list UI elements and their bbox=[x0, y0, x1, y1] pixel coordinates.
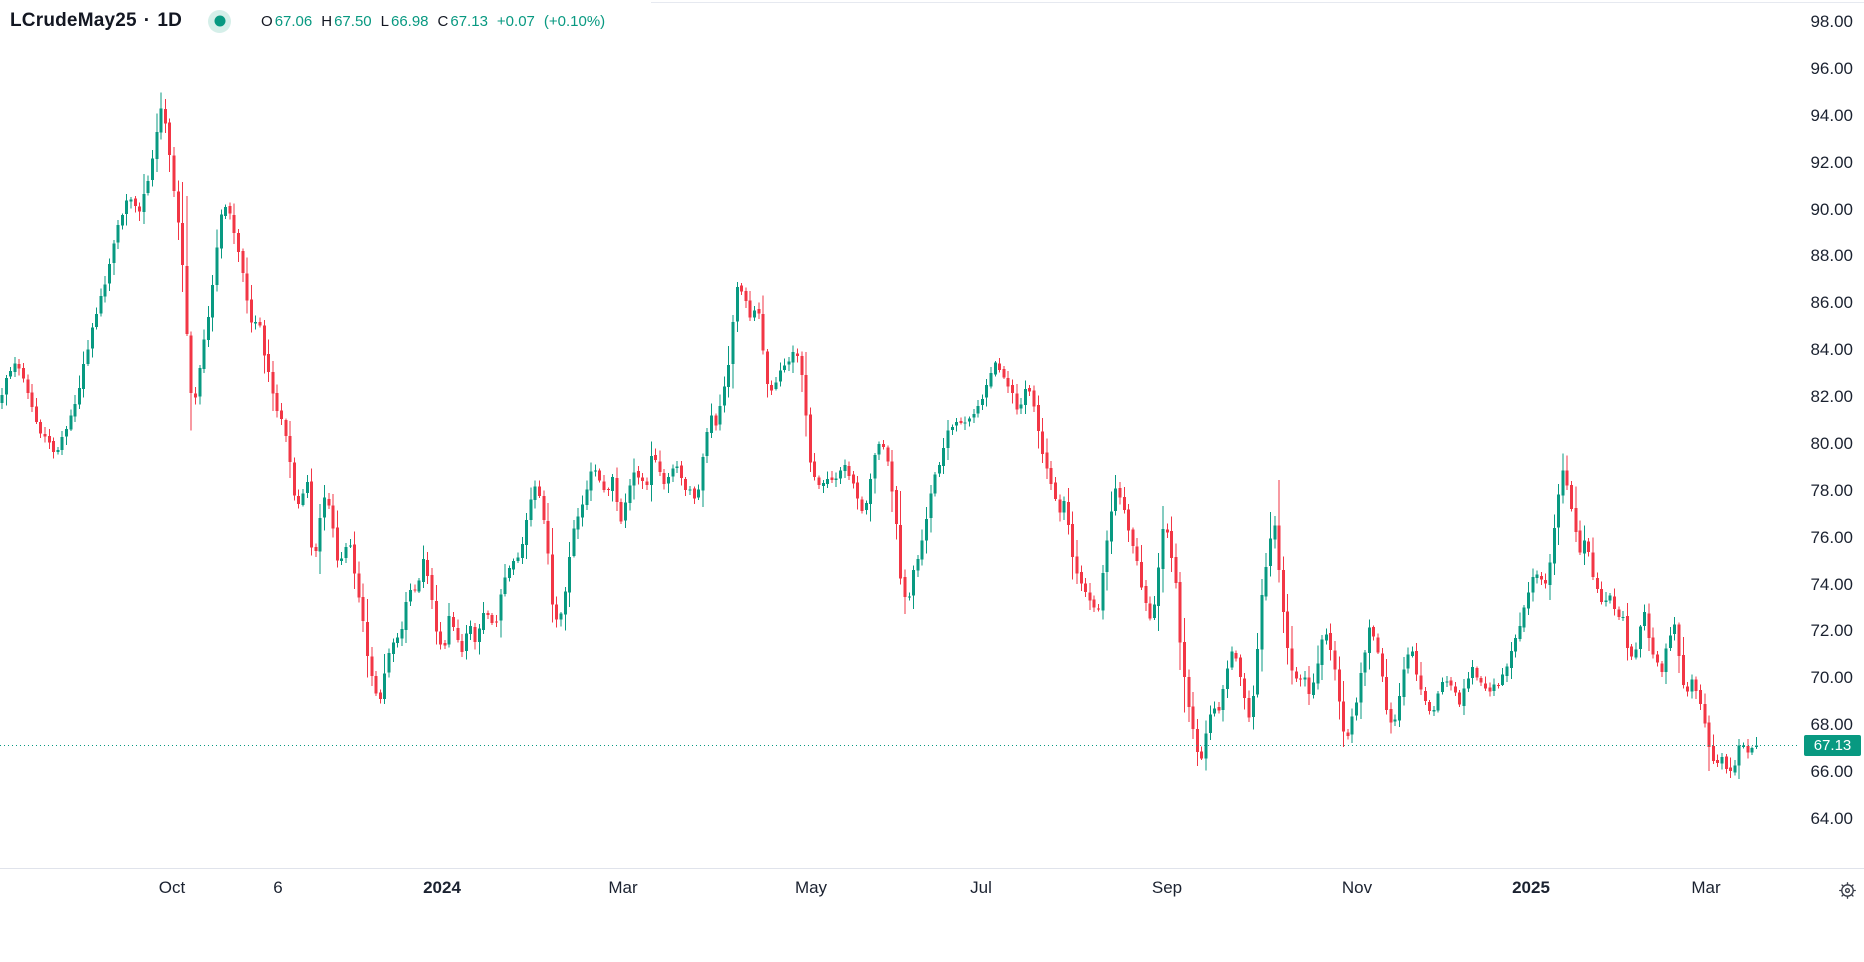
time-axis-label: Mar bbox=[608, 878, 638, 897]
price-axis-label: 68.00 bbox=[1810, 715, 1853, 735]
interval-label[interactable]: 1D bbox=[157, 10, 183, 31]
time-axis-label: May bbox=[794, 878, 828, 897]
price-axis-label: 96.00 bbox=[1810, 58, 1853, 78]
close-value: 67.13 bbox=[450, 12, 488, 30]
time-axis-label: Sep bbox=[1151, 878, 1183, 897]
price-axis[interactable]: 98.00 96.00 94.00 92.00 90.00 88.00 86.00 84.00… bbox=[1794, 0, 1864, 868]
time-axis-label: Nov bbox=[1341, 878, 1373, 897]
symbol-legend: LCrudeMay25 · 1D O 67.06 H 67.50 L 66.98 C 67.1… bbox=[0, 0, 652, 42]
time-axis-label: 2024 bbox=[423, 878, 461, 897]
price-axis-label: 84.00 bbox=[1810, 340, 1853, 360]
market-status-dot[interactable] bbox=[208, 9, 232, 33]
last-price-label: 67.13 bbox=[1804, 735, 1861, 757]
low-value: 66.98 bbox=[390, 12, 429, 30]
price-axis-label: 72.00 bbox=[1810, 621, 1853, 641]
title-separator: · bbox=[143, 10, 151, 31]
price-axis-label: 92.00 bbox=[1810, 152, 1853, 172]
time-axis-label: Jul bbox=[970, 878, 992, 897]
time-axis[interactable]: Oct 6 2024 Mar May Jul Sep Nov 2025 Mar bbox=[0, 869, 1864, 962]
change-percent: (+0.10%) bbox=[543, 12, 606, 30]
price-axis-label: 80.00 bbox=[1810, 433, 1853, 453]
price-axis-label: 94.00 bbox=[1810, 105, 1853, 125]
time-axis-label: 2025 bbox=[1512, 878, 1550, 897]
low-label: L bbox=[380, 12, 389, 30]
close-label: C bbox=[437, 12, 449, 30]
time-axis-label: 6 bbox=[273, 878, 283, 897]
price-axis-label: 74.00 bbox=[1810, 574, 1853, 594]
open-value: 67.06 bbox=[274, 12, 313, 30]
price-axis-label: 98.00 bbox=[1810, 12, 1853, 31]
pane-top-border bbox=[0, 2, 1864, 3]
time-axis-label: Oct bbox=[158, 878, 186, 897]
price-axis-label: 76.00 bbox=[1810, 527, 1853, 547]
price-axis-label: 90.00 bbox=[1810, 199, 1853, 219]
price-axis-label: 66.00 bbox=[1810, 762, 1853, 782]
ohlc-readout: O 67.06 H 67.50 L 66.98 C 67.13 +0.07 (+0.10%) bbox=[261, 13, 605, 30]
axis-settings-button[interactable] bbox=[1836, 879, 1858, 901]
price-axis-label: 70.00 bbox=[1810, 668, 1853, 688]
price-axis-label: 78.00 bbox=[1810, 480, 1853, 500]
price-axis-label: 88.00 bbox=[1810, 246, 1853, 266]
price-axis-label: 82.00 bbox=[1810, 387, 1853, 406]
change-value: +0.07 bbox=[496, 12, 535, 30]
time-axis-label: Mar bbox=[1691, 878, 1721, 897]
market-status-dot-core bbox=[214, 15, 226, 27]
symbol-title[interactable]: LCrudeMay25 bbox=[10, 10, 137, 31]
high-label: H bbox=[321, 12, 333, 30]
time-axis-border bbox=[0, 868, 1864, 869]
price-axis-label: 64.00 bbox=[1810, 809, 1853, 828]
open-label: O bbox=[261, 12, 273, 30]
gear-icon bbox=[1838, 881, 1856, 899]
high-value: 67.50 bbox=[334, 12, 372, 30]
price-axis-label: 86.00 bbox=[1810, 293, 1853, 313]
